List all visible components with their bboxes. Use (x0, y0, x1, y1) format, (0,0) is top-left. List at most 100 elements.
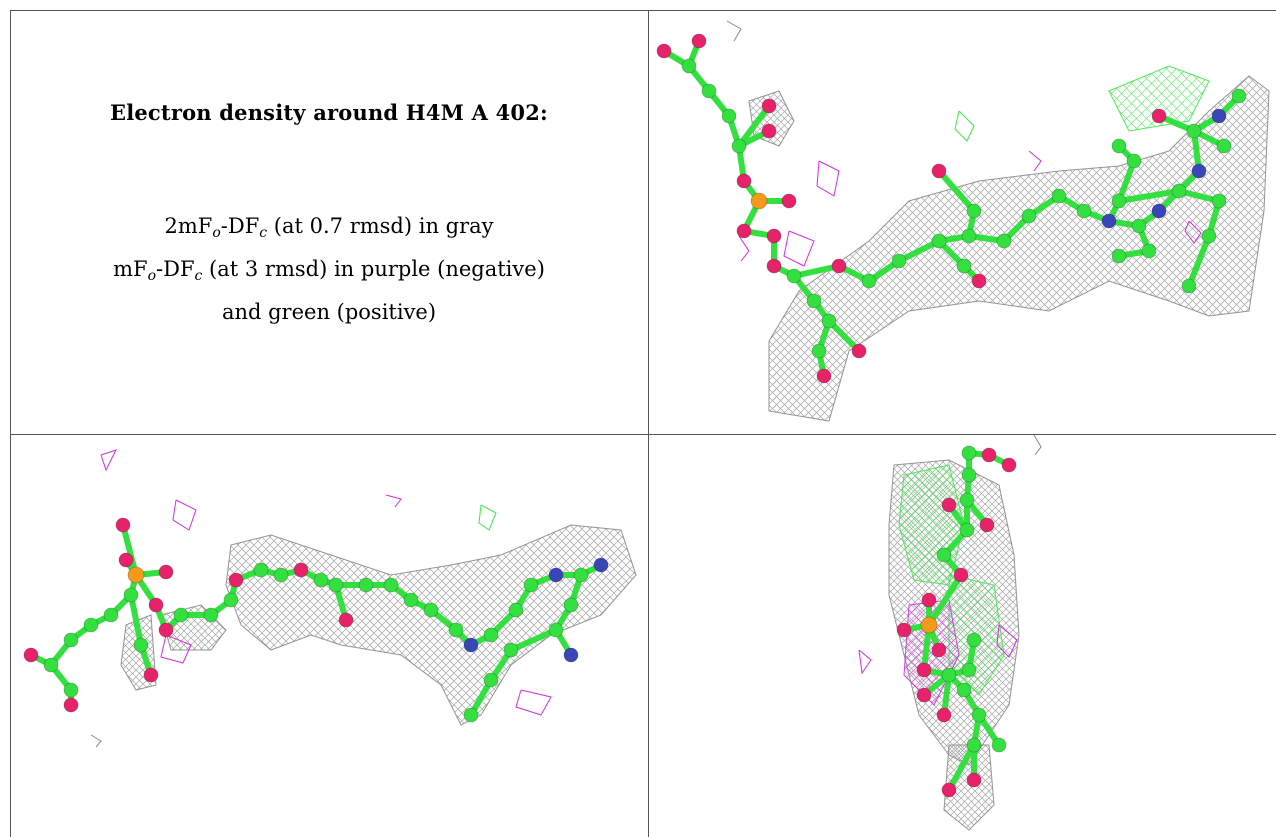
tr-atom-carbon (1051, 188, 1067, 204)
bl-atom-carbon (223, 592, 239, 608)
caption-cell: Electron density around H4M A 402: 2mFo-… (10, 10, 648, 434)
gray-density-fragment (90, 734, 102, 748)
tr-atom-oxygen (931, 163, 947, 179)
green-density-lower-mesh (949, 575, 1004, 695)
purple-density-fragment (160, 634, 192, 664)
legend-line1-post: (at 0.7 rmsd) in gray (267, 214, 494, 238)
bl-atom-oxygen (338, 612, 354, 628)
purple-density-fragment (816, 160, 840, 197)
gray-density-fragment (726, 20, 742, 42)
gray-density-fragment (1033, 435, 1042, 456)
tr-atom-oxygen (851, 343, 867, 359)
green-density-fragment (478, 504, 497, 531)
purple-density-fragment (515, 689, 552, 716)
legend-line1-mid: -DF (220, 214, 260, 238)
bl-atom-nitrogen (593, 557, 609, 573)
tr-atom-carbon (1076, 203, 1092, 219)
br-atom-carbon (961, 445, 977, 461)
purple-density-fragment (996, 624, 1018, 658)
legend-line1-sub1: o (212, 225, 221, 241)
bl-atom-oxygen (118, 552, 134, 568)
bl-atom-carbon (508, 602, 524, 618)
tr-atom-oxygen (971, 273, 987, 289)
tr-atom-nitrogen (1101, 213, 1117, 229)
tr-atom-phosphorus (750, 192, 768, 210)
bl-atom-carbon (563, 597, 579, 613)
bl-atom-carbon (253, 562, 269, 578)
tr-atom-oxygen (766, 228, 782, 244)
br-atom-carbon (991, 737, 1007, 753)
tr-atom-carbon (1201, 228, 1217, 244)
br-atom-oxygen (953, 567, 969, 583)
bl-atom-oxygen (228, 572, 244, 588)
tr-atom-carbon (821, 313, 837, 329)
br-bond (926, 572, 964, 628)
br-atom-oxygen (979, 517, 995, 533)
tr-bond (936, 168, 977, 214)
br-atom-oxygen (916, 662, 932, 678)
bl-atom-oxygen (293, 562, 309, 578)
br-atom-carbon (941, 667, 957, 683)
tr-bond (896, 238, 942, 264)
bl-atom-carbon (328, 577, 344, 593)
br-atom-oxygen (896, 622, 912, 638)
bl-atom-phosphorus (127, 566, 145, 584)
tr-atom-carbon (1181, 278, 1197, 294)
tr-atom-nitrogen (1211, 108, 1227, 124)
bl-atom-carbon (423, 602, 439, 618)
tr-atom-oxygen (1151, 108, 1167, 124)
tr-atom-carbon (956, 258, 972, 274)
br-atom-carbon (956, 682, 972, 698)
bl-atom-oxygen (115, 517, 131, 533)
grid-middle-border (10, 434, 1276, 435)
tr-atom-carbon (891, 253, 907, 269)
figure-title: Electron density around H4M A 402: (109, 100, 549, 125)
legend-line2-pre: mF (113, 257, 148, 281)
tr-atom-carbon (961, 228, 977, 244)
tr-atom-carbon (966, 203, 982, 219)
bl-atom-carbon (63, 682, 79, 698)
gray-density-main-outline (225, 524, 637, 726)
br-atom-carbon (971, 707, 987, 723)
br-bond (946, 742, 977, 793)
bl-atom-carbon (123, 587, 139, 603)
tr-atom-carbon (931, 233, 947, 249)
legend-line2-mid: -DF (156, 257, 195, 281)
br-atom-carbon (959, 492, 975, 508)
tr-atom-oxygen (816, 368, 832, 384)
purple-density-fragment (1028, 150, 1042, 172)
purple-density-fragment (385, 494, 402, 508)
bl-atom-carbon (523, 577, 539, 593)
br-atom-oxygen (916, 687, 932, 703)
tr-atom-carbon (1111, 248, 1127, 264)
tr-atom-oxygen (831, 258, 847, 274)
tr-atom-carbon (681, 58, 697, 74)
bl-atom-carbon (103, 607, 119, 623)
tr-atom-nitrogen (1191, 163, 1207, 179)
br-atom-carbon (966, 632, 982, 648)
bl-atom-carbon (483, 672, 499, 688)
density-view-top-right (649, 11, 1276, 434)
tr-atom-carbon (1171, 183, 1187, 199)
gray-density-lower-outline (943, 744, 995, 831)
bl-atom-nitrogen (563, 647, 579, 663)
tr-atom-carbon (1021, 208, 1037, 224)
bl-atom-carbon (383, 577, 399, 593)
bl-atom-nitrogen (463, 637, 479, 653)
tr-atom-oxygen (781, 193, 797, 209)
br-atom-carbon (966, 737, 982, 753)
br-atom-oxygen (966, 772, 982, 788)
bl-atom-carbon (43, 657, 59, 673)
molecule-render-bottom-left (23, 449, 637, 748)
tr-atom-carbon (731, 138, 747, 154)
grid-top-border (10, 10, 1276, 11)
tr-atom-carbon (1231, 88, 1247, 104)
tr-atom-carbon (806, 293, 822, 309)
tr-atom-oxygen (761, 98, 777, 114)
legend-line2-sub2: c (194, 268, 203, 284)
br-atom-carbon (961, 467, 977, 483)
tr-atom-carbon (1131, 218, 1147, 234)
tr-atom-oxygen (761, 123, 777, 139)
purple-density-fragment (783, 230, 815, 267)
